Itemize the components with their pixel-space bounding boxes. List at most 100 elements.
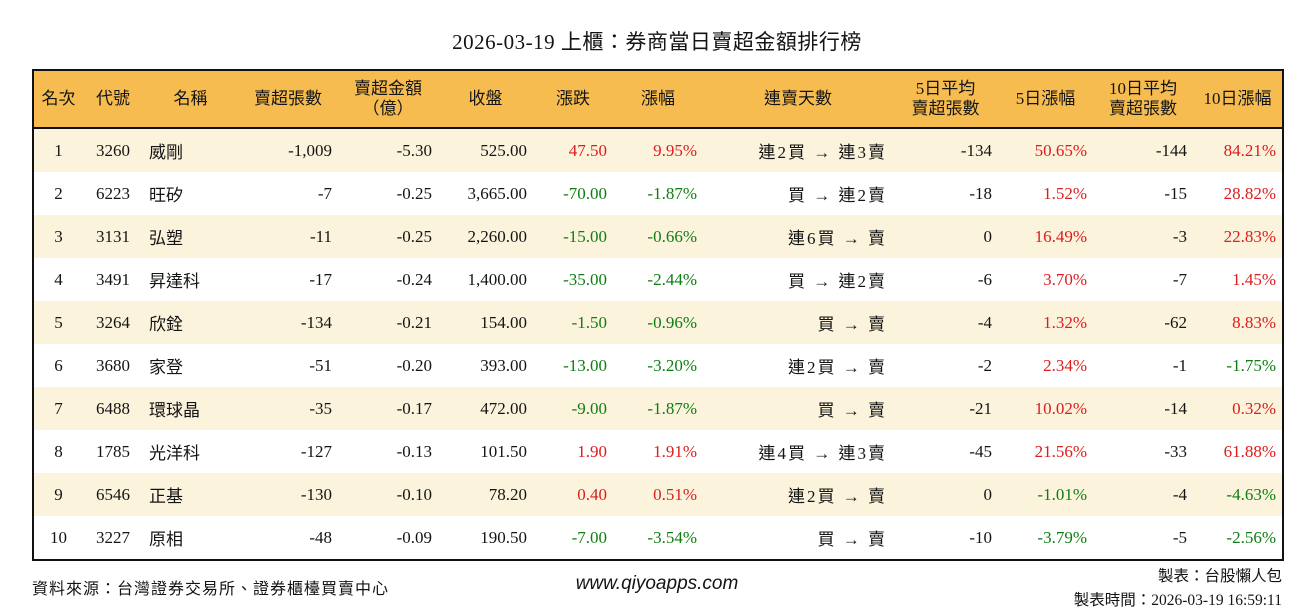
cell-close: 525.00: [480, 140, 527, 160]
cell-change: -13.00: [563, 355, 607, 375]
cell-avg10-net-sell: -33: [1164, 441, 1187, 461]
cell-chg10-pct: 8.83%: [1232, 312, 1276, 332]
cell-chg5-pct: 2.34%: [1043, 355, 1087, 375]
cell-net-sell-amount: -0.25: [396, 183, 432, 203]
cell-chg5-pct: 50.65%: [1034, 140, 1087, 160]
cell-sell-streak: 買 → 賣: [817, 530, 887, 549]
col-header-chg10-pct: 10日漲幅: [1193, 70, 1283, 129]
cell-sell-streak: 連6買 → 賣: [788, 229, 887, 248]
cell-sell-streak: 連2買 → 賣: [788, 358, 887, 377]
table-header: 名次 代號 名稱 賣超張數 賣超金額 （億） 收盤 漲跌 漲幅 連賣天數 5日平均 賣超張數 5日漲…: [33, 70, 1283, 129]
cell-code: 1785: [96, 441, 130, 461]
cell-net-sell-volume: -134: [300, 312, 332, 332]
cell-code: 3131: [96, 226, 130, 246]
maker-label: 製表：台股懶人包: [1157, 568, 1282, 585]
website-url: www.qiyoapps.com: [575, 573, 739, 594]
col-header-avg10-net-sell: 10日平均 賣超張數: [1093, 70, 1193, 129]
credit-block: 製表：台股懶人包 製表時間：2026-03-19 16:59:11: [1074, 565, 1282, 612]
cell-net-sell-volume: -1,009: [288, 140, 332, 160]
table-row: 7 6488 環球晶 -35 -0.17 472.00 -9.00 -1.87% 買 → 賣 -2…: [33, 387, 1283, 430]
cell-net-sell-amount: -0.21: [396, 312, 432, 332]
cell-chg10-pct: 22.83%: [1223, 226, 1276, 246]
cell-avg5-net-sell: -18: [969, 183, 992, 203]
cell-sell-streak: 買 → 賣: [817, 401, 887, 420]
cell-net-sell-volume: -11: [309, 226, 332, 246]
cell-sell-streak: 連2買 → 連3賣: [758, 143, 887, 162]
cell-change: -7.00: [571, 527, 607, 547]
cell-name: 威剛: [149, 143, 183, 162]
cell-code: 3491: [96, 269, 130, 289]
cell-change: -70.00: [563, 183, 607, 203]
table-row: 1 3260 威剛 -1,009 -5.30 525.00 47.50 9.95% 連2買 → …: [33, 128, 1283, 172]
cell-rank: 4: [54, 269, 63, 289]
cell-code: 6488: [96, 398, 130, 418]
cell-avg5-net-sell: -45: [969, 441, 992, 461]
cell-close: 190.50: [480, 527, 527, 547]
cell-close: 101.50: [480, 441, 527, 461]
cell-net-sell-amount: -0.24: [396, 269, 432, 289]
cell-rank: 2: [54, 183, 63, 203]
cell-change: -1.50: [571, 312, 607, 332]
cell-code: 6546: [96, 484, 130, 504]
cell-chg10-pct: 1.45%: [1232, 269, 1276, 289]
cell-rank: 8: [54, 441, 63, 461]
cell-avg10-net-sell: -4: [1172, 484, 1187, 504]
cell-name: 弘塑: [149, 229, 183, 248]
cell-net-sell-volume: -130: [300, 484, 332, 504]
cell-name: 原相: [149, 530, 183, 549]
cell-chg10-pct: -4.63%: [1226, 484, 1276, 504]
cell-avg5-net-sell: -2: [977, 355, 992, 375]
cell-change-pct: -3.54%: [647, 527, 697, 547]
cell-change-pct: -2.44%: [647, 269, 697, 289]
table-row: 5 3264 欣銓 -134 -0.21 154.00 -1.50 -0.96% 買 → 賣 -4…: [33, 301, 1283, 344]
cell-close: 1,400.00: [467, 269, 528, 289]
cell-net-sell-amount: -0.09: [396, 527, 432, 547]
cell-net-sell-amount: -0.25: [396, 226, 432, 246]
cell-name: 環球晶: [149, 401, 200, 420]
cell-avg10-net-sell: -7: [1172, 269, 1187, 289]
cell-avg10-net-sell: -3: [1172, 226, 1187, 246]
cell-avg5-net-sell: 0: [983, 226, 993, 246]
col-header-code: 代號: [83, 70, 143, 129]
ranking-table-body: 1 3260 威剛 -1,009 -5.30 525.00 47.50 9.95% 連2買 → …: [33, 128, 1283, 560]
table-row: 8 1785 光洋科 -127 -0.13 101.50 1.90 1.91% 連4買 → 連3…: [33, 430, 1283, 473]
cell-avg10-net-sell: -1: [1172, 355, 1187, 375]
table-row: 3 3131 弘塑 -11 -0.25 2,260.00 -15.00 -0.66% 連6買 →…: [33, 215, 1283, 258]
cell-net-sell-volume: -7: [317, 183, 332, 203]
cell-chg10-pct: 61.88%: [1223, 441, 1276, 461]
cell-close: 3,665.00: [467, 183, 528, 203]
page-title: 2026-03-19 上櫃：券商當日賣超金額排行榜: [452, 30, 862, 54]
cell-avg5-net-sell: -4: [977, 312, 992, 332]
cell-change-pct: -0.66%: [647, 226, 697, 246]
cell-code: 3680: [96, 355, 130, 375]
cell-avg10-net-sell: -15: [1164, 183, 1187, 203]
table-row: 10 3227 原相 -48 -0.09 190.50 -7.00 -3.54% 買 → 賣 -1…: [33, 516, 1283, 560]
cell-sell-streak: 連4買 → 連3賣: [758, 444, 887, 463]
col-header-change-pct: 漲幅: [613, 70, 703, 129]
col-header-net-sell-volume: 賣超張數: [238, 70, 338, 129]
cell-rank: 3: [54, 226, 63, 246]
cell-chg5-pct: -1.01%: [1037, 484, 1087, 504]
cell-name: 光洋科: [149, 444, 200, 463]
col-header-net-sell-amount: 賣超金額 （億）: [338, 70, 438, 129]
table-row: 2 6223 旺矽 -7 -0.25 3,665.00 -70.00 -1.87% 買 → 連2…: [33, 172, 1283, 215]
cell-net-sell-amount: -0.13: [396, 441, 432, 461]
cell-rank: 7: [54, 398, 63, 418]
cell-name: 欣銓: [149, 315, 183, 334]
cell-net-sell-volume: -17: [309, 269, 332, 289]
table-row: 6 3680 家登 -51 -0.20 393.00 -13.00 -3.20% 連2買 → 賣…: [33, 344, 1283, 387]
cell-chg5-pct: 10.02%: [1034, 398, 1087, 418]
col-header-sell-streak: 連賣天數: [703, 70, 893, 129]
cell-chg5-pct: 16.49%: [1034, 226, 1087, 246]
cell-chg10-pct: 0.32%: [1232, 398, 1276, 418]
col-header-avg5-net-sell: 5日平均 賣超張數: [893, 70, 998, 129]
cell-chg10-pct: 84.21%: [1223, 140, 1276, 160]
sell-ranking-table: 名次 代號 名稱 賣超張數 賣超金額 （億） 收盤 漲跌 漲幅 連賣天數 5日平均 賣超張數 5日漲…: [32, 69, 1284, 561]
cell-avg5-net-sell: -134: [960, 140, 992, 160]
cell-net-sell-amount: -0.17: [396, 398, 432, 418]
cell-change-pct: -1.87%: [647, 183, 697, 203]
cell-chg5-pct: 1.32%: [1043, 312, 1087, 332]
cell-close: 154.00: [480, 312, 527, 332]
cell-chg5-pct: 1.52%: [1043, 183, 1087, 203]
cell-sell-streak: 買 → 賣: [817, 315, 887, 334]
